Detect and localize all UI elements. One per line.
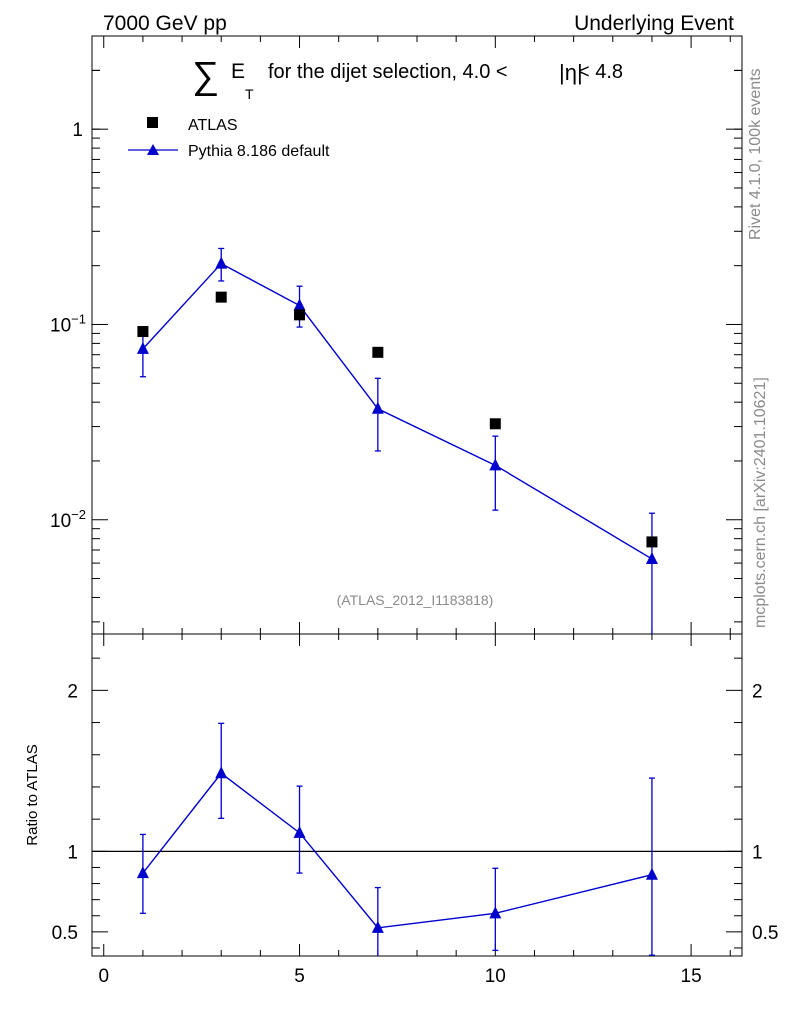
atlas-point (372, 346, 384, 358)
ratio-y-tick-label-right: 0.5 (752, 923, 778, 944)
ratio-pythia-point (371, 920, 384, 933)
ratio-y-tick-label-left: 0.5 (52, 923, 78, 944)
pythia-line (142, 262, 653, 560)
ratio-pythia-point (489, 906, 502, 919)
rivet-label: Rivet 4.1.0, 100k events (747, 68, 764, 240)
analysis-label: (ATLAS_2012_I1183818) (337, 592, 494, 608)
title-sum-symbol: ∑ (192, 55, 219, 97)
title-eta: |η| (559, 60, 583, 85)
pythia-point (293, 298, 306, 311)
atlas-point (215, 291, 227, 303)
pythia-point (489, 458, 502, 471)
title-text: for the dijet selection, 4.0 < (268, 61, 508, 83)
pythia-point (215, 256, 228, 269)
x-tick-label: 5 (294, 966, 305, 987)
atlas-point (489, 418, 501, 430)
ratio-axis-ticks: 0 5 10 15 2 2 1 1 0.5 0.5 (52, 634, 778, 987)
atlas-point (646, 536, 658, 548)
main-data-layer (136, 247, 658, 634)
title-sub: T (245, 86, 254, 102)
main-y-tick-label: 10−1 (50, 311, 86, 336)
ratio-y-tick-label-left: 2 (67, 681, 78, 702)
x-tick-label: 0 (98, 966, 109, 987)
title-text2: < 4.8 (578, 61, 623, 83)
main-y-tick-label: 10−2 (50, 507, 86, 532)
ratio-panel-frame (91, 633, 743, 957)
ratio-data-layer (92, 722, 742, 956)
legend-atlas-marker (147, 117, 158, 128)
pythia-point (136, 341, 149, 354)
ratio-ylabel: Ratio to ATLAS (24, 744, 41, 845)
x-tick-label: 15 (681, 966, 702, 987)
legend-pythia-marker (147, 144, 159, 155)
pythia-point (645, 551, 658, 564)
title-var: E (231, 60, 245, 83)
header-right: Underlying Event (574, 12, 734, 35)
ratio-pythia-line (142, 772, 653, 929)
ratio-y-tick-label-left: 1 (67, 842, 78, 863)
main-axis-ticks: 1 10−1 10−2 (50, 35, 742, 634)
header-left: 7000 GeV pp (103, 12, 227, 35)
pythia-point (371, 401, 384, 414)
x-tick-label: 10 (485, 966, 506, 987)
main-y-tick-label: 1 (72, 120, 83, 141)
ratio-pythia-point (293, 825, 306, 838)
main-title: ∑ E T for the dijet selection, 4.0 < |η|… (192, 55, 623, 102)
legend-atlas-label: ATLAS (188, 117, 238, 134)
mcplots-label: mcplots.cern.ch [arXiv:2401.10621] (752, 377, 769, 628)
ratio-pythia-point (645, 867, 658, 880)
legend-pythia-label: Pythia 8.186 default (188, 143, 330, 160)
ratio-y-tick-label-right: 2 (752, 681, 763, 702)
ratio-pythia-point (136, 866, 149, 879)
ratio-y-tick-label-right: 1 (752, 842, 763, 863)
atlas-point (294, 309, 306, 321)
atlas-point (137, 326, 149, 338)
legend: ATLAS Pythia 8.186 default (128, 117, 330, 160)
ratio-pythia-point (215, 766, 228, 779)
